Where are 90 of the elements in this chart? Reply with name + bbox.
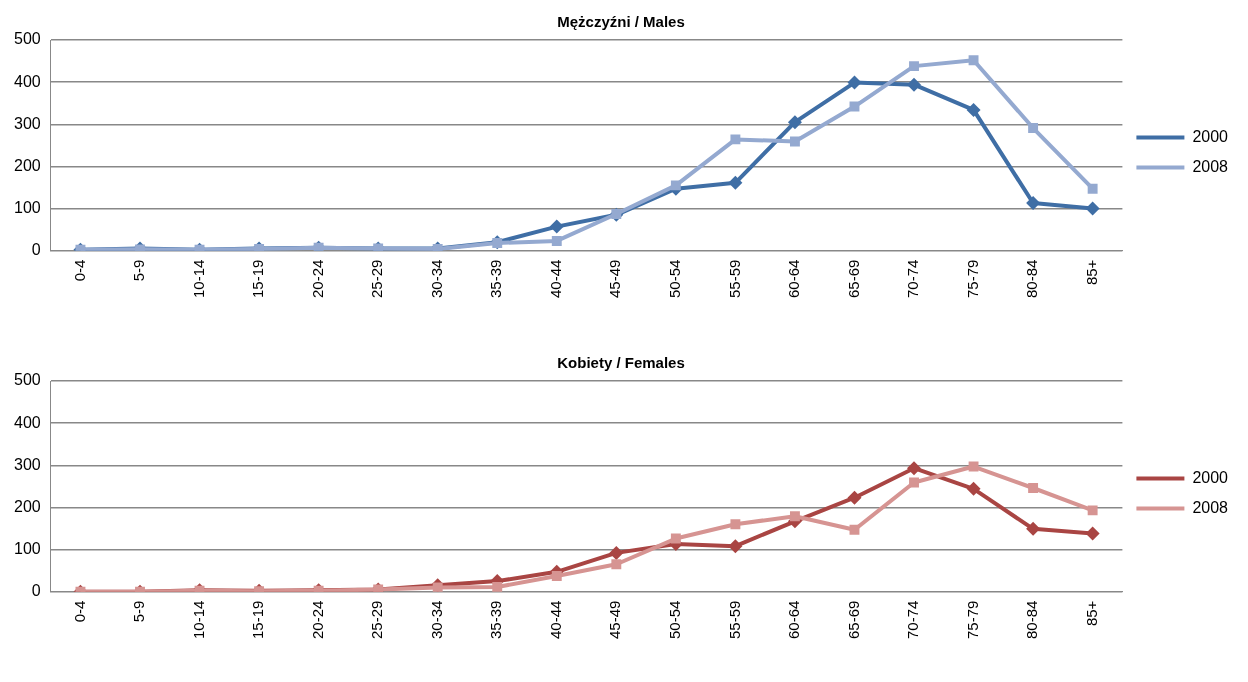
x-tick-label: 0-4 bbox=[70, 259, 88, 282]
point bbox=[1026, 521, 1041, 536]
x-tick-label: 40-44 bbox=[546, 600, 564, 640]
point bbox=[787, 115, 802, 130]
point bbox=[907, 77, 922, 92]
legend-label: 2008 bbox=[1192, 498, 1229, 516]
x-tick-label: 20-24 bbox=[308, 600, 326, 640]
x-tick-label: 35-39 bbox=[487, 259, 505, 299]
y-tick-label: 500 bbox=[13, 371, 41, 389]
legend-label: 2000 bbox=[1192, 127, 1229, 145]
point bbox=[670, 533, 681, 544]
y-tick-label: 200 bbox=[13, 156, 41, 174]
legend-label: 2000 bbox=[1192, 468, 1229, 486]
point bbox=[728, 539, 743, 554]
point bbox=[1085, 526, 1100, 541]
y-tick-label: 200 bbox=[13, 497, 41, 515]
x-tick-label: 25-29 bbox=[368, 259, 386, 299]
point bbox=[789, 511, 800, 522]
x-tick-label: 0-4 bbox=[70, 600, 88, 623]
x-tick-label: 50-54 bbox=[666, 259, 683, 299]
x-tick-label: 10-14 bbox=[189, 259, 207, 299]
point bbox=[1085, 201, 1100, 216]
y-tick-label: 100 bbox=[13, 539, 41, 557]
point bbox=[907, 461, 922, 476]
point bbox=[432, 582, 443, 592]
x-tick-label: 45-49 bbox=[606, 259, 624, 299]
y-tick-label: 0 bbox=[31, 241, 41, 259]
x-tick-label: 65-69 bbox=[844, 600, 862, 640]
point bbox=[670, 180, 681, 191]
point bbox=[1087, 505, 1098, 516]
point bbox=[966, 481, 981, 496]
point bbox=[789, 136, 800, 147]
point bbox=[849, 101, 860, 112]
x-tick-label: 85+ bbox=[1082, 259, 1100, 286]
point bbox=[1028, 123, 1039, 133]
y-tick-label: 300 bbox=[13, 455, 41, 473]
point bbox=[611, 559, 622, 570]
point bbox=[730, 519, 741, 530]
x-tick-label: 45-49 bbox=[606, 600, 624, 640]
x-tick-label: 5-9 bbox=[130, 259, 148, 282]
chart-title: Kobiety / Females bbox=[557, 354, 685, 372]
point bbox=[730, 134, 741, 145]
x-tick-label: 35-39 bbox=[487, 600, 505, 640]
point bbox=[551, 571, 562, 581]
point bbox=[549, 219, 564, 234]
legend-label: 2008 bbox=[1192, 157, 1229, 175]
x-tick-label: 40-44 bbox=[546, 259, 564, 299]
x-tick-label: 85+ bbox=[1082, 600, 1100, 627]
x-tick-label: 50-54 bbox=[666, 600, 683, 640]
x-tick-label: 30-34 bbox=[427, 259, 445, 299]
y-tick-label: 100 bbox=[13, 198, 41, 216]
point bbox=[609, 545, 624, 560]
point bbox=[728, 175, 743, 190]
x-tick-label: 65-69 bbox=[844, 259, 862, 299]
point bbox=[847, 75, 862, 90]
x-tick-label: 20-24 bbox=[308, 259, 326, 299]
point bbox=[847, 490, 862, 505]
x-tick-label: 15-19 bbox=[249, 600, 267, 640]
chart-title: Mężczyźni / Males bbox=[557, 13, 685, 31]
x-tick-label: 25-29 bbox=[368, 600, 386, 640]
x-tick-label: 80-84 bbox=[1023, 259, 1041, 299]
point bbox=[1087, 183, 1098, 194]
x-tick-label: 70-74 bbox=[904, 259, 922, 299]
point bbox=[1028, 483, 1039, 493]
point bbox=[1026, 196, 1041, 211]
x-tick-label: 70-74 bbox=[904, 600, 922, 640]
x-tick-label: 60-64 bbox=[785, 259, 803, 299]
point bbox=[909, 477, 919, 488]
point bbox=[551, 236, 562, 246]
y-tick-label: 500 bbox=[13, 30, 41, 48]
x-tick-label: 15-19 bbox=[249, 259, 267, 299]
x-tick-label: 60-64 bbox=[785, 600, 803, 640]
point bbox=[966, 102, 981, 117]
point bbox=[492, 582, 503, 592]
x-tick-label: 30-34 bbox=[427, 600, 445, 640]
x-tick-label: 80-84 bbox=[1023, 600, 1041, 640]
y-tick-label: 300 bbox=[13, 114, 41, 132]
x-tick-label: 55-59 bbox=[725, 600, 743, 640]
point bbox=[909, 61, 919, 72]
point bbox=[968, 55, 979, 66]
x-tick-label: 55-59 bbox=[725, 259, 743, 299]
x-tick-label: 75-79 bbox=[963, 600, 981, 640]
y-tick-label: 400 bbox=[13, 413, 41, 431]
point bbox=[849, 524, 860, 535]
x-tick-label: 10-14 bbox=[189, 600, 207, 640]
y-tick-label: 400 bbox=[13, 72, 41, 90]
x-tick-label: 5-9 bbox=[130, 600, 148, 623]
y-tick-label: 0 bbox=[31, 582, 41, 600]
point bbox=[968, 461, 979, 472]
x-tick-label: 75-79 bbox=[963, 259, 981, 299]
